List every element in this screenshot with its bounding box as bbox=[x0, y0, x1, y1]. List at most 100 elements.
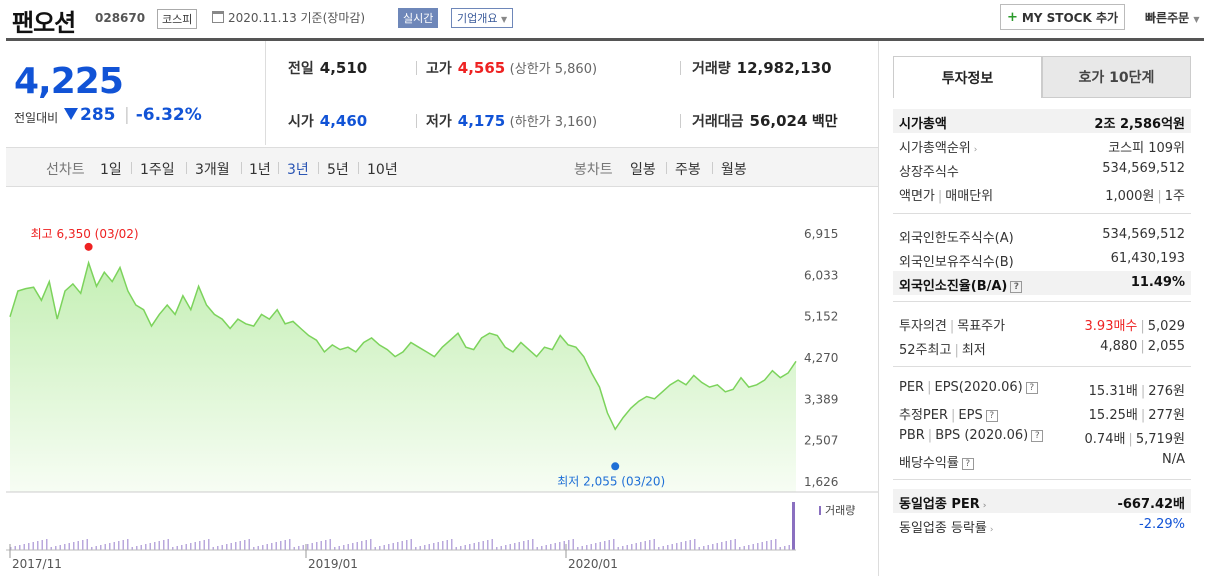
volume-bar bbox=[140, 545, 142, 550]
volume-bar bbox=[392, 543, 394, 550]
max-marker bbox=[84, 242, 93, 251]
low-value: 4,175 bbox=[457, 112, 506, 130]
y-tick-label: 2,507 bbox=[804, 434, 838, 448]
par-value-label: 액면가 | 매매단위 bbox=[899, 185, 993, 204]
volume-bar bbox=[262, 545, 264, 550]
volume-bar bbox=[82, 540, 84, 550]
volume-bar bbox=[541, 546, 543, 550]
y-tick-label: 5,152 bbox=[804, 310, 838, 324]
volume-bar bbox=[761, 542, 763, 550]
period-1d[interactable]: 1일 bbox=[100, 162, 122, 178]
volume-bar bbox=[554, 543, 556, 550]
volume-bar bbox=[10, 547, 12, 550]
add-mystock-button[interactable]: + MY STOCK 추가 bbox=[1000, 4, 1125, 30]
volume-bar bbox=[14, 546, 16, 550]
volume-bar bbox=[644, 541, 646, 550]
volume-bar bbox=[572, 539, 574, 550]
tab-hoga-10[interactable]: 호가 10단계 bbox=[1042, 56, 1191, 98]
volume-bar bbox=[788, 545, 790, 550]
foreign-holding-value: 61,430,193 bbox=[1110, 251, 1185, 266]
help-icon[interactable]: ? bbox=[1031, 429, 1044, 442]
period-5y[interactable]: 5년 bbox=[327, 162, 349, 178]
volume-bar bbox=[734, 539, 736, 550]
volume-bar bbox=[689, 540, 691, 550]
line-chart-label: 선차트 bbox=[46, 162, 85, 178]
divider: | bbox=[1140, 384, 1146, 399]
help-icon[interactable]: ? bbox=[985, 409, 998, 422]
value-text: 1주 bbox=[1164, 189, 1185, 204]
chevron-down-icon: ▼ bbox=[1193, 15, 1200, 24]
volume-bar bbox=[671, 544, 673, 550]
volume-bar bbox=[757, 543, 759, 550]
volume-bar bbox=[460, 546, 462, 550]
help-icon[interactable]: ? bbox=[1010, 280, 1023, 293]
open-value: 4,460 bbox=[319, 112, 368, 130]
calendar-icon bbox=[212, 11, 224, 23]
industry-change-label[interactable]: 동일업종 등락률 › bbox=[899, 517, 993, 536]
volume-bar bbox=[32, 542, 34, 550]
volume-bar bbox=[64, 544, 66, 550]
industry-per-label[interactable]: 동일업종 PER › bbox=[899, 493, 987, 512]
candle-monthly[interactable]: 월봉 bbox=[721, 162, 747, 178]
realtime-button[interactable]: 실시간 bbox=[398, 8, 439, 28]
period-3m[interactable]: 3개월 bbox=[195, 162, 230, 178]
period-3y[interactable]: 3년 bbox=[287, 162, 309, 178]
volume-bar bbox=[383, 545, 385, 550]
quick-order-button[interactable]: 빠른주문 ▼ bbox=[1145, 9, 1200, 26]
candle-daily[interactable]: 일봉 bbox=[630, 162, 656, 178]
help-icon[interactable]: ? bbox=[961, 457, 974, 470]
label-text: 목표주가 bbox=[957, 319, 1006, 334]
listed-shares-row: 상장주식수 534,569,512 bbox=[893, 157, 1191, 181]
volume-bar bbox=[131, 547, 133, 550]
foreign-ratio-value: 11.49% bbox=[1130, 275, 1185, 290]
volume-bar bbox=[59, 545, 61, 550]
volume-bar bbox=[55, 546, 57, 550]
x-tick-label: 2020/01 bbox=[568, 557, 618, 571]
market-cap-table: 시가총액 2조 2,586억원 시가총액순위 › 코스피 109위 상장주식수 534,… bbox=[893, 109, 1191, 205]
foreign-holding-label: 외국인보유주식수(B) bbox=[899, 255, 1014, 270]
volume-bar bbox=[185, 544, 187, 550]
period-1y[interactable]: 1년 bbox=[249, 162, 271, 178]
tab-invest-info[interactable]: 투자정보 bbox=[893, 56, 1042, 98]
est-per-label: 추정PER | EPS? bbox=[899, 404, 998, 423]
volume-bar bbox=[203, 540, 205, 550]
foreign-holding-row: 외국인보유주식수(B) 61,430,193 bbox=[893, 247, 1191, 271]
volume-legend-swatch bbox=[819, 506, 821, 515]
corp-overview-dropdown[interactable]: 기업개요 ▼ bbox=[451, 8, 514, 28]
period-1w[interactable]: 1주일 bbox=[140, 162, 175, 178]
opinion-label: 투자의견 | 목표주가 bbox=[899, 315, 1005, 334]
volume-label: 거래량 bbox=[692, 61, 731, 77]
change-value: 285 bbox=[64, 105, 116, 125]
volume-bar bbox=[586, 545, 588, 550]
volume-bar bbox=[703, 546, 705, 550]
volume-bar bbox=[158, 541, 160, 550]
period-10y[interactable]: 10년 bbox=[367, 162, 398, 178]
help-icon[interactable]: ? bbox=[1025, 381, 1038, 394]
volume-bar bbox=[613, 539, 615, 550]
volume-bar bbox=[172, 547, 174, 550]
volume-bar bbox=[271, 543, 273, 550]
price-chart-svg: 6,915 6,033 5,152 4,270 3,389 2,507 1,626 최고 6… bbox=[6, 227, 878, 571]
volume-bar bbox=[698, 547, 700, 550]
price-chart[interactable]: 6,915 6,033 5,152 4,270 3,389 2,507 1,626 최고 6… bbox=[6, 188, 878, 576]
label-text: 추정PER bbox=[899, 408, 949, 423]
x-tick-label: 2019/01 bbox=[308, 557, 358, 571]
high-label: 고가 bbox=[426, 61, 452, 77]
volume-bar bbox=[514, 543, 516, 550]
industry-per-row: 동일업종 PER › -667.42배 bbox=[893, 489, 1191, 513]
candle-weekly[interactable]: 주봉 bbox=[675, 162, 701, 178]
change-amount: 285 bbox=[80, 105, 116, 125]
volume-bar bbox=[113, 542, 115, 550]
volume-bar bbox=[748, 545, 750, 550]
industry-change-value: -2.29% bbox=[1139, 517, 1185, 532]
week52-label: 52주최고 | 최저 bbox=[899, 339, 986, 358]
valuation-table: PER | EPS(2020.06)? 15.31배 | 276원 추정PER | EPS? 1… bbox=[893, 376, 1191, 472]
volume-bar bbox=[343, 545, 345, 550]
high-price: 고가 4,565 (상한가 5,860) bbox=[426, 58, 597, 78]
volume-bar bbox=[545, 545, 547, 550]
volume-bar bbox=[792, 502, 795, 550]
market-cap-rank-label[interactable]: 시가총액순위 › bbox=[899, 137, 977, 156]
volume-bar bbox=[775, 539, 777, 550]
add-mystock-label: MY STOCK 추가 bbox=[1021, 10, 1119, 25]
volume-bar bbox=[527, 540, 529, 550]
